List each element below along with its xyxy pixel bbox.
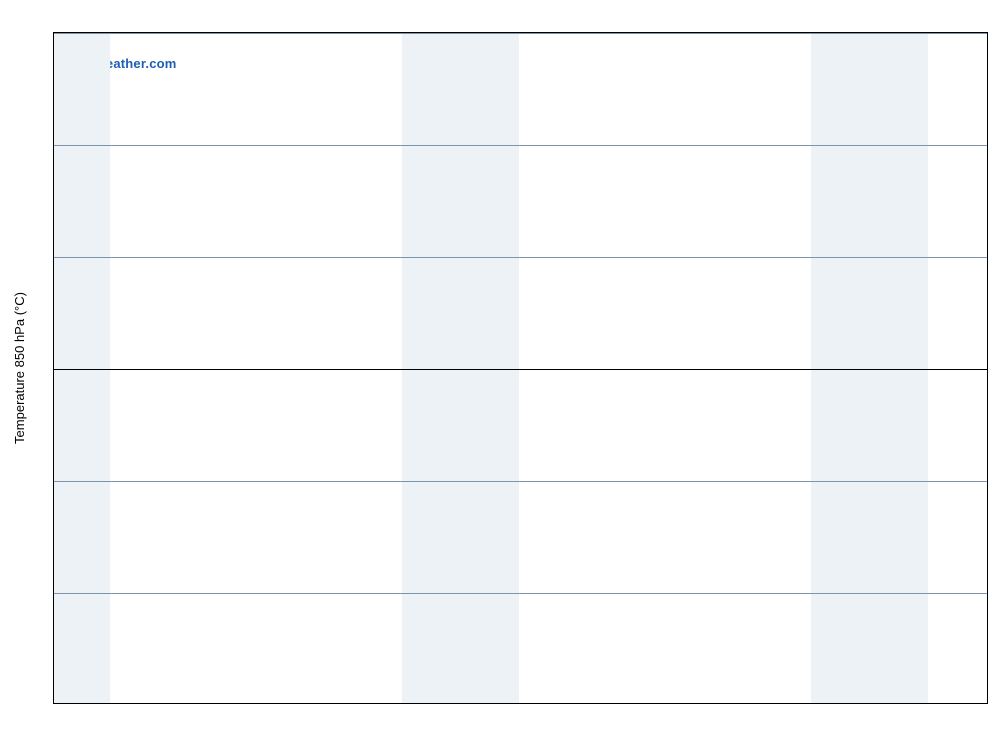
x-tick-label: 12.06 <box>622 703 655 704</box>
y-tick-label: 30 <box>53 32 54 41</box>
x-tick-label: 14.06 <box>739 703 772 704</box>
y-tick-label: 10 <box>53 250 54 265</box>
x-tick-label: 06.06 <box>271 703 304 704</box>
x-tick-label: 10.06 <box>505 703 538 704</box>
x-tick-mark <box>755 703 756 704</box>
x-tick-mark <box>872 703 873 704</box>
x-tick-label: 08.06 <box>388 703 421 704</box>
plot-area: © woweather.com -30-20-10010203004.0606.… <box>53 32 988 704</box>
x-tick-mark <box>171 703 172 704</box>
x-tick-mark <box>405 703 406 704</box>
x-tick-label: 16.06 <box>856 703 889 704</box>
weekend-band <box>402 33 519 703</box>
gridline <box>54 257 987 258</box>
gridline <box>54 145 987 146</box>
y-axis-label: Temperature 850 hPa (°C) <box>12 292 27 444</box>
x-tick-mark <box>288 703 289 704</box>
gridline <box>54 481 987 482</box>
gridline <box>54 33 987 34</box>
y-tick-label: 20 <box>53 138 54 153</box>
y-tick-label: -30 <box>53 698 54 705</box>
weekend-band <box>811 33 928 703</box>
weekend-band <box>54 33 110 703</box>
x-tick-label: 04.06 <box>155 703 188 704</box>
y-tick-label: -10 <box>53 474 54 489</box>
x-tick-mark <box>522 703 523 704</box>
x-tick-mark <box>638 703 639 704</box>
y-tick-label: 0 <box>53 362 54 377</box>
gridline <box>54 593 987 594</box>
x-tick-label: 18.06 <box>973 703 988 704</box>
y-tick-label: -20 <box>53 586 54 601</box>
chart-container: ECMW-ENS Time Series Buenos Aires/Ezeiza… <box>0 0 1000 733</box>
gridline <box>54 369 987 370</box>
